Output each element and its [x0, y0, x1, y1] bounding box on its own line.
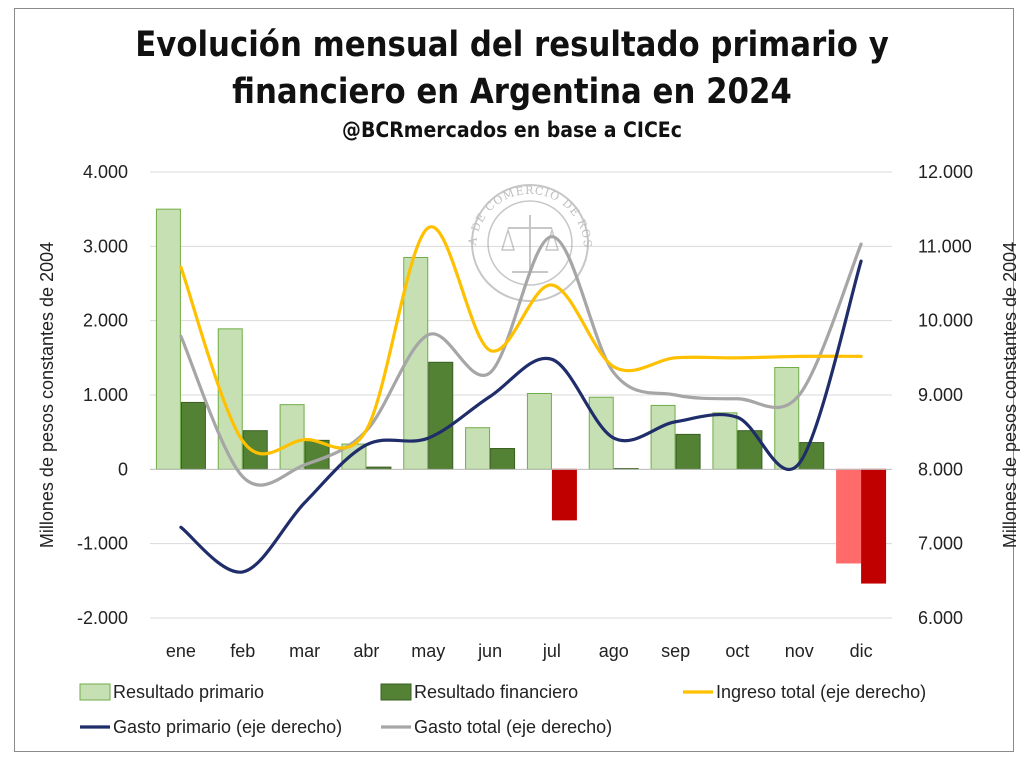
x-tick-label: nov [785, 641, 814, 661]
bar [861, 468, 887, 584]
line-series-group [179, 225, 863, 574]
right-tick-label: 10.000 [918, 311, 973, 331]
right-tick-label: 9.000 [918, 385, 963, 405]
bar [279, 404, 305, 470]
bar [774, 366, 800, 470]
legend-label: Resultado financiero [414, 682, 578, 702]
right-tick-label: 6.000 [918, 608, 963, 628]
x-tick-label: oct [725, 641, 749, 661]
right-tick-label: 12.000 [918, 162, 973, 182]
watermark-text: BOLSA DE COMERCIO DE ROSARIO [0, 0, 593, 249]
left-tick-label: -1.000 [77, 534, 128, 554]
x-tick-label: dic [850, 641, 873, 661]
bar [836, 468, 862, 564]
left-tick-label: 4.000 [83, 162, 128, 182]
x-tick-label: may [411, 641, 445, 661]
right-tick-label: 11.000 [918, 236, 972, 256]
right-tick-label: 8.000 [918, 459, 963, 479]
bar [526, 393, 552, 470]
bar [490, 448, 516, 470]
legend-label: Gasto total (eje derecho) [414, 717, 612, 737]
left-tick-label: 1.000 [83, 385, 128, 405]
left-tick-label: 0 [118, 459, 128, 479]
x-tick-label: ago [599, 641, 629, 661]
bar [155, 208, 181, 470]
bar [428, 361, 454, 470]
left-tick-label: 2.000 [83, 311, 128, 331]
title-line-1: Evolución mensual del resultado primario… [135, 25, 889, 65]
bar [403, 256, 429, 470]
legend-swatch [380, 683, 412, 701]
bar [588, 396, 614, 470]
x-tick-label: abr [353, 641, 379, 661]
chart-title: Evolución mensual del resultado primario… [61, 22, 962, 116]
svg-text:BOLSA DE COMERCIO DE ROSARIO: BOLSA DE COMERCIO DE ROSARIO [0, 0, 594, 249]
x-tick-label: jun [477, 641, 502, 661]
right-axis-ticks: 6.000 7.000 8.000 9.000 10.000 11.000 12.000 [918, 162, 973, 628]
series-line [179, 235, 863, 487]
x-tick-label: sep [661, 641, 690, 661]
legend-label: Ingreso total (eje derecho) [716, 682, 926, 702]
bar [650, 404, 676, 470]
right-axis-label: Millones de pesos constantes de 2004 [1000, 242, 1020, 548]
bar-series-group [155, 208, 887, 584]
title-line-2: financiero en Argentina en 2024 [232, 72, 792, 112]
chart-frame [14, 8, 1014, 752]
left-tick-label: 3.000 [83, 236, 128, 256]
chart-legend: Resultado primario Resultado financiero In… [79, 682, 926, 737]
series-line [179, 259, 863, 574]
x-axis-ticks: ene feb mar abr may jun jul ago sep oct nov dic [166, 641, 873, 661]
bar [242, 430, 268, 470]
bar [465, 427, 491, 470]
legend-label: Gasto primario (eje derecho) [113, 717, 342, 737]
left-axis-label: Millones de pesos constantes de 2004 [37, 242, 57, 548]
bar [675, 433, 701, 470]
left-axis-ticks: -2.000 -1.000 0 1.000 2.000 3.000 4.000 [77, 162, 128, 628]
bar [712, 412, 738, 470]
series-line [179, 225, 863, 456]
x-tick-label: mar [289, 641, 320, 661]
left-tick-label: -2.000 [77, 608, 128, 628]
bar [551, 468, 577, 521]
x-tick-label: ene [166, 641, 196, 661]
x-tick-label: jul [542, 641, 561, 661]
bar [180, 401, 206, 470]
legend-label: Resultado primario [113, 682, 264, 702]
legend-swatch [79, 683, 111, 701]
x-tick-label: feb [230, 641, 255, 661]
right-tick-label: 7.000 [918, 534, 963, 554]
chart-subtitle: @BCRmercados en base a CICEc [342, 118, 682, 142]
